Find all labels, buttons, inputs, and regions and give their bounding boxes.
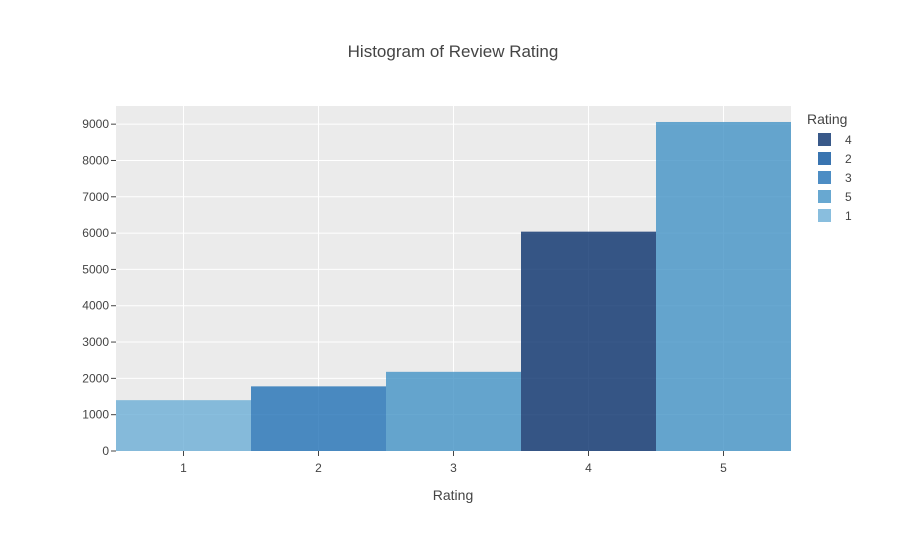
legend-item-1[interactable]: 1 (818, 209, 852, 223)
legend-items[interactable]: 4 2 3 5 1 (818, 133, 852, 223)
bar-rating-2[interactable] (251, 386, 386, 451)
y-tick-label: 8000 (82, 153, 109, 167)
legend-swatch (818, 171, 831, 184)
legend-item-2[interactable]: 2 (818, 152, 852, 166)
bars (116, 121, 791, 452)
x-tick-label: 3 (450, 461, 457, 475)
x-tick-label: 4 (585, 461, 592, 475)
legend-label: 1 (845, 209, 852, 223)
y-tick-label: 2000 (82, 371, 109, 385)
x-tick-label: 1 (180, 461, 187, 475)
chart-title: Histogram of Review Rating (348, 42, 559, 61)
legend-label: 2 (845, 152, 852, 166)
legend-title: Rating (807, 111, 847, 127)
x-axis-ticks: 1 2 3 4 5 (180, 451, 727, 475)
legend-label: 5 (845, 190, 852, 204)
x-tick-label: 5 (720, 461, 727, 475)
y-tick-label: 4000 (82, 299, 109, 313)
legend-label: 4 (845, 133, 852, 147)
legend-swatch (818, 190, 831, 203)
y-tick-label: 7000 (82, 190, 109, 204)
x-tick-label: 2 (315, 461, 322, 475)
legend-label: 3 (845, 171, 852, 185)
y-tick-label: 6000 (82, 226, 109, 240)
legend-item-3[interactable]: 3 (818, 171, 852, 185)
bar-rating-3[interactable] (386, 371, 521, 451)
bar-rating-1[interactable] (116, 400, 251, 451)
y-tick-label: 1000 (82, 408, 109, 422)
y-tick-label: 9000 (82, 117, 109, 131)
bar-rating-5[interactable] (656, 121, 791, 452)
legend-swatch (818, 133, 831, 146)
y-tick-label: 5000 (82, 262, 109, 276)
legend-item-4[interactable]: 4 (818, 133, 852, 147)
y-tick-label: 3000 (82, 335, 109, 349)
legend-item-5[interactable]: 5 (818, 190, 852, 204)
legend-swatch (818, 209, 831, 222)
x-axis-label: Rating (433, 487, 473, 503)
y-axis-ticks: 0 1000 2000 3000 4000 5000 6000 7000 8000 9000 (82, 117, 116, 458)
y-tick-label: 0 (102, 444, 109, 458)
legend-swatch (818, 152, 831, 165)
bar-rating-4[interactable] (521, 231, 656, 451)
legend[interactable]: Rating 4 2 3 5 1 (807, 111, 852, 223)
